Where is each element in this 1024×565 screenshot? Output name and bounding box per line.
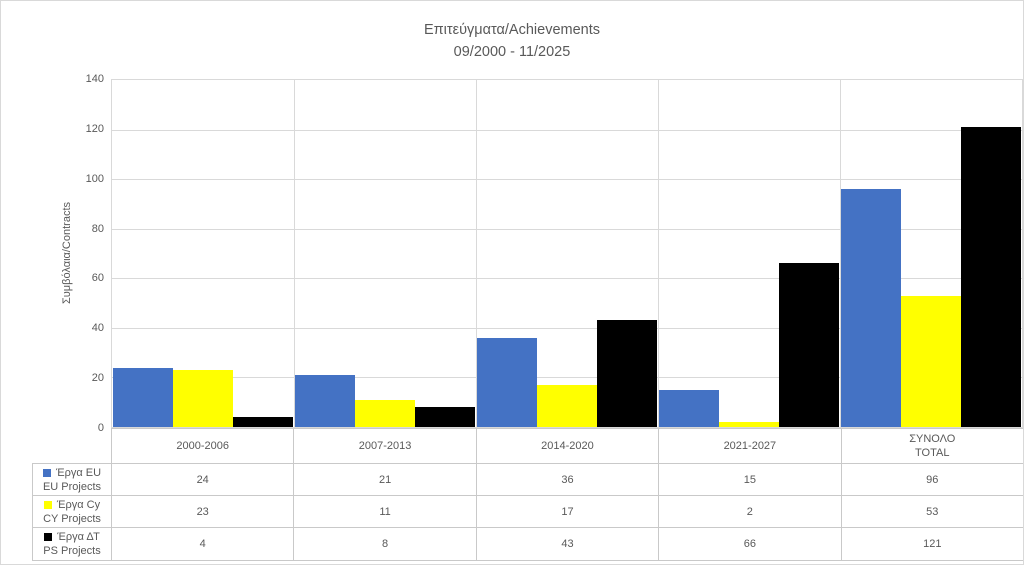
bar-series2-cat2 [355,399,415,427]
value-cell: 2 [658,495,842,528]
value-cell: 53 [840,495,1023,528]
plot-area [111,79,1023,428]
y-tick-label: 100 [85,172,104,185]
bar-series1-cat3 [477,337,538,427]
value-cell: 4 [110,527,295,561]
bar-series3-cat4 [778,263,839,427]
gridline-vertical [294,80,295,427]
y-tick-label: 40 [91,322,104,335]
bar-series3-cat3 [596,320,657,427]
gridline-horizontal [112,327,1022,329]
value-cell: 15 [658,463,842,496]
bar-series1-cat1 [113,367,174,427]
series-legend-cell: Έργα ΔΤ PS Projects [32,527,112,561]
y-tick-label: 80 [91,222,104,235]
value-cell: 96 [840,463,1023,496]
category-header-cell: 2007-2013 [293,428,477,464]
chart-data-table: 2000-2006 2007-2013 2014-2020 2021-2027 ΣΥΝΟ… [32,428,1023,561]
bar-series2-cat3 [537,384,597,427]
bar-series1-cat4 [659,389,720,427]
gridline-vertical [476,80,477,427]
value-cell: 66 [658,527,842,561]
gridline-vertical [658,80,659,427]
chart-title: Επιτεύγματα/Achievements [423,22,600,38]
legend-key-swatch [44,533,53,542]
series-legend-cell: Έργα Cy CY Projects [32,495,112,528]
gridline-vertical [840,80,841,427]
y-tick-label: 140 [85,73,104,85]
value-cell: 121 [840,527,1023,561]
value-cell: 36 [475,463,660,496]
value-cell: 21 [293,463,477,496]
gridline-horizontal [112,278,1022,280]
bar-series3-cat2 [414,407,475,427]
bar-series3-cat1 [232,417,293,427]
gridline-horizontal [112,228,1022,230]
value-cell: 11 [293,495,477,528]
y-tick-label: 60 [91,272,104,285]
category-header-cell: ΣΥΝΟΛΟ TOTAL [840,428,1023,464]
table-corner-blank [33,429,112,464]
value-cell: 17 [475,495,660,528]
value-cell: 24 [110,463,295,496]
y-tick-label: 20 [91,372,104,385]
chart-title-block: Επιτεύγματα/Achievements 09/2000 - 11/20… [1,19,1023,63]
y-tick-label: 120 [85,122,104,135]
bar-series1-cat2 [295,374,356,427]
bar-series2-cat5 [901,295,961,427]
legend-key-swatch [42,468,51,477]
series-legend-cell: Έργα EU EU Projects [32,463,112,496]
legend-key-swatch [43,500,52,509]
category-header-cell: 2000-2006 [110,428,295,464]
bar-series3-cat5 [960,127,1021,427]
value-cell: 8 [293,527,477,561]
y-tick-label: 0 [97,422,104,434]
value-cell: 43 [475,527,660,561]
chart-subtitle: 09/2000 - 11/2025 [453,44,571,60]
gridline-horizontal [112,129,1022,131]
value-cell: 23 [110,495,295,528]
bar-series2-cat1 [173,370,233,427]
category-header-cell: 2021-2027 [658,428,842,464]
gridline-horizontal [112,377,1022,379]
category-header-cell: 2014-2020 [475,428,660,464]
bar-series1-cat5 [841,189,902,427]
bar-series2-cat4 [719,422,779,427]
gridline-horizontal [112,179,1022,181]
